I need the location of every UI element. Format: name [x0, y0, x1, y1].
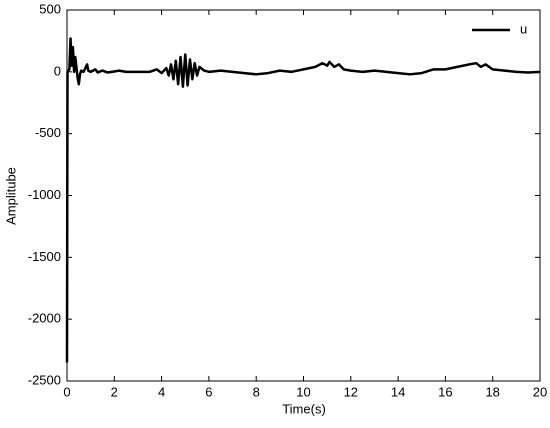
y-tick-label: -500: [35, 125, 61, 140]
x-tick-label: 18: [485, 384, 499, 399]
x-axis-label: Time(s): [282, 401, 326, 416]
x-tick-label: 20: [533, 384, 547, 399]
x-tick-label: 8: [253, 384, 260, 399]
x-tick-label: 0: [63, 384, 70, 399]
y-tick-label: -2500: [28, 372, 61, 387]
x-tick-label: 4: [158, 384, 165, 399]
x-tick-label: 10: [296, 384, 310, 399]
y-axis-label: Amplitube: [3, 167, 18, 225]
y-tick-label: 500: [39, 1, 61, 16]
y-tick-label: 0: [54, 63, 61, 78]
y-tick-label: -2000: [28, 311, 61, 326]
x-tick-label: 14: [391, 384, 405, 399]
x-tick-label: 6: [205, 384, 212, 399]
x-tick-label: 2: [111, 384, 118, 399]
x-tick-label: 12: [344, 384, 358, 399]
y-tick-label: -1000: [28, 187, 61, 202]
y-tick-label: -1500: [28, 249, 61, 264]
legend-label: u: [520, 21, 527, 36]
x-tick-label: 16: [438, 384, 452, 399]
line-series: [65, 37, 541, 363]
